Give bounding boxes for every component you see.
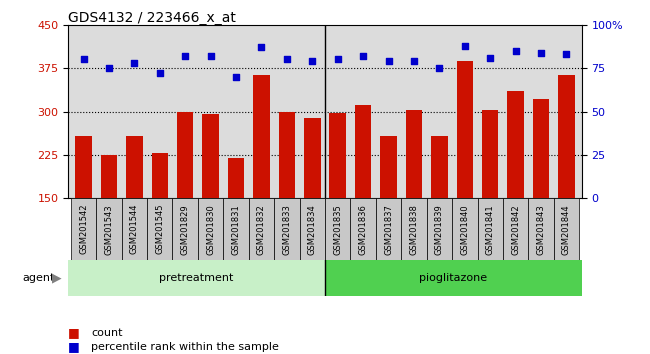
Text: GSM201839: GSM201839	[435, 204, 444, 255]
Point	[256, 45, 266, 50]
Point	[78, 57, 88, 62]
Bar	[330, 113, 346, 285]
Bar	[528, 198, 554, 260]
Bar	[503, 198, 528, 260]
Bar	[227, 158, 244, 285]
Bar	[300, 198, 325, 260]
Bar	[172, 198, 198, 260]
Bar	[151, 153, 168, 285]
Bar	[126, 136, 142, 285]
Point	[205, 53, 216, 59]
Point	[384, 58, 394, 64]
Bar	[304, 119, 320, 285]
Text: GSM201837: GSM201837	[384, 204, 393, 255]
Bar	[68, 260, 325, 296]
Point	[333, 57, 343, 62]
Text: GDS4132 / 223466_x_at: GDS4132 / 223466_x_at	[68, 11, 236, 25]
Bar	[478, 198, 503, 260]
Text: agent: agent	[23, 273, 55, 283]
Bar	[355, 104, 371, 285]
Text: GSM201832: GSM201832	[257, 204, 266, 255]
Point	[155, 70, 165, 76]
Text: GSM201842: GSM201842	[511, 204, 520, 255]
Point	[358, 53, 369, 59]
Bar	[558, 75, 575, 285]
Text: count: count	[91, 328, 122, 338]
Point	[510, 48, 521, 53]
Bar	[554, 198, 579, 260]
Text: GSM201542: GSM201542	[79, 204, 88, 255]
Bar	[101, 155, 117, 285]
Bar	[279, 112, 295, 285]
Point	[104, 65, 114, 71]
Point	[460, 43, 470, 48]
Text: GSM201833: GSM201833	[282, 204, 291, 255]
Bar	[325, 260, 582, 296]
Text: ▶: ▶	[52, 272, 62, 284]
Text: GSM201844: GSM201844	[562, 204, 571, 255]
Bar	[75, 136, 92, 285]
Bar	[122, 198, 147, 260]
Bar	[198, 198, 224, 260]
Bar	[147, 198, 172, 260]
Point	[434, 65, 445, 71]
Point	[231, 74, 241, 80]
Bar	[406, 110, 423, 285]
Text: pioglitazone: pioglitazone	[419, 273, 488, 283]
Bar	[254, 75, 270, 285]
Text: ■: ■	[68, 341, 80, 353]
Bar	[249, 198, 274, 260]
Bar	[71, 198, 96, 260]
Text: GSM201831: GSM201831	[231, 204, 240, 255]
Text: GSM201841: GSM201841	[486, 204, 495, 255]
Bar	[508, 91, 524, 285]
Bar	[325, 198, 350, 260]
Bar	[376, 198, 401, 260]
Text: GSM201834: GSM201834	[308, 204, 317, 255]
Point	[409, 58, 419, 64]
Text: pretreatment: pretreatment	[159, 273, 234, 283]
Bar	[380, 136, 396, 285]
Point	[485, 55, 495, 61]
Text: GSM201830: GSM201830	[206, 204, 215, 255]
Bar	[452, 198, 478, 260]
Bar	[533, 99, 549, 285]
Text: GSM201836: GSM201836	[359, 204, 368, 255]
Bar	[224, 198, 249, 260]
Text: GSM201838: GSM201838	[410, 204, 419, 255]
Bar	[401, 198, 426, 260]
Bar	[482, 110, 499, 285]
Text: percentile rank within the sample: percentile rank within the sample	[91, 342, 279, 352]
Text: GSM201545: GSM201545	[155, 204, 164, 255]
Bar	[431, 136, 448, 285]
Point	[180, 53, 190, 59]
Bar	[177, 112, 194, 285]
Text: GSM201843: GSM201843	[537, 204, 545, 255]
Text: GSM201840: GSM201840	[460, 204, 469, 255]
Bar	[202, 114, 219, 285]
Bar	[350, 198, 376, 260]
Point	[562, 51, 572, 57]
Point	[307, 58, 317, 64]
Text: GSM201835: GSM201835	[333, 204, 342, 255]
Bar	[456, 61, 473, 285]
Point	[536, 50, 546, 55]
Bar	[96, 198, 122, 260]
Point	[281, 57, 292, 62]
Text: GSM201544: GSM201544	[130, 204, 139, 255]
Text: GSM201829: GSM201829	[181, 204, 190, 255]
Text: GSM201543: GSM201543	[105, 204, 113, 255]
Point	[129, 60, 140, 66]
Bar	[274, 198, 300, 260]
Text: ■: ■	[68, 326, 80, 339]
Bar	[426, 198, 452, 260]
